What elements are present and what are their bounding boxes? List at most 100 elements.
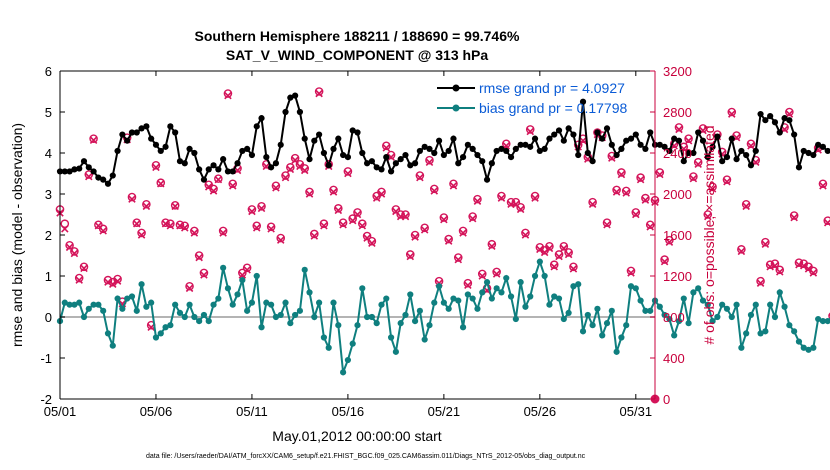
obs-assimilated-point	[267, 225, 275, 233]
obs-assimilated-point	[195, 253, 203, 262]
obs-assimilated-point	[526, 127, 535, 136]
bias-point	[133, 307, 140, 314]
bias-point	[555, 295, 563, 302]
obs-assimilated-point	[627, 269, 635, 277]
obs-possible-point	[468, 212, 477, 221]
obs-assimilated-point	[353, 210, 362, 219]
obs-possible-point	[645, 220, 655, 230]
rmse-point	[220, 156, 227, 163]
obs-assimilated-point	[737, 247, 746, 256]
bias-point	[647, 307, 654, 314]
bias-point	[71, 301, 78, 308]
rmse-point	[570, 131, 577, 138]
rmse-point	[469, 145, 476, 152]
obs-possible-point	[223, 89, 233, 98]
bias-point	[786, 322, 793, 329]
bias-point	[618, 334, 625, 341]
bias-point	[167, 322, 174, 329]
x-tick-label: 05/21	[428, 404, 461, 419]
obs-possible-point	[180, 221, 190, 231]
rmse-point	[263, 154, 270, 161]
obs-possible-point	[458, 226, 468, 236]
obs-possible-point	[770, 259, 780, 269]
rmse-point	[599, 135, 606, 142]
obs-possible-point	[530, 191, 540, 201]
obs-possible-point	[444, 234, 453, 244]
rmse-point	[114, 147, 121, 155]
obs-assimilated-point	[603, 220, 611, 229]
legend: rmse grand pr = 4.0927 bias grand pr = 0…	[437, 80, 627, 116]
obs-possible-point	[190, 226, 199, 236]
rmse-point	[229, 168, 236, 175]
bias-point	[402, 311, 409, 319]
rmse-point	[66, 168, 73, 175]
rmse-point	[671, 135, 678, 142]
bias-point	[229, 301, 236, 308]
obs-assimilated-point	[622, 189, 630, 197]
obs-possible-point	[257, 201, 266, 211]
obs-assimilated-point	[161, 219, 170, 228]
obs-possible-point	[425, 155, 434, 165]
rmse-point	[680, 158, 687, 165]
obs-possible-point	[329, 185, 338, 195]
rmse-point	[349, 127, 356, 134]
rmse-point	[301, 135, 308, 142]
bias-point	[349, 340, 356, 347]
bias-point	[176, 309, 184, 316]
rmse-point	[85, 164, 92, 171]
bias-point	[680, 295, 687, 302]
rmse-point	[359, 149, 366, 157]
obs-possible-point	[290, 153, 300, 163]
obs-possible-point	[113, 274, 122, 284]
rmse-point	[157, 147, 164, 155]
obs-assimilated-point	[166, 222, 175, 230]
bias-point	[594, 305, 601, 312]
bias-point	[66, 301, 73, 308]
obs-assimilated-point	[272, 184, 280, 192]
rmse-point	[594, 129, 601, 136]
obs-assimilated-point	[588, 200, 597, 209]
obs-assimilated-point	[641, 196, 650, 204]
rmse-point	[244, 145, 251, 152]
obs-possible-point	[655, 168, 665, 177]
rmse-point	[387, 168, 395, 175]
rmse-point	[709, 143, 716, 150]
obs-assimilated-point	[478, 272, 487, 280]
rmse-point	[795, 164, 803, 171]
obs-assimilated-point	[61, 225, 69, 233]
obs-possible-point	[242, 263, 252, 273]
obs-possible-point	[310, 229, 319, 239]
bias-point	[272, 313, 280, 321]
x-tick-label: 05/01	[44, 404, 77, 419]
bias-point	[373, 320, 380, 327]
obs-possible-point	[65, 240, 74, 250]
obs-assimilated-point	[65, 243, 74, 252]
rmse-point	[128, 129, 136, 136]
bias-point	[560, 315, 567, 323]
x-tick-label: 05/11	[236, 404, 268, 419]
obs-assimilated-point	[799, 261, 808, 270]
rmse-point	[656, 141, 663, 148]
rmse-point	[584, 149, 591, 157]
bias-point	[325, 344, 332, 351]
rmse-point	[368, 158, 375, 165]
obs-possible-point	[828, 312, 830, 320]
obs-possible-point	[185, 281, 194, 291]
bias-point	[483, 279, 491, 286]
obs-assimilated-point	[742, 202, 750, 211]
bias-point	[416, 307, 423, 314]
obs-possible-point	[70, 247, 79, 256]
rmse-point	[531, 135, 539, 142]
obs-possible-point	[175, 220, 185, 230]
bias-point	[613, 348, 620, 355]
obs-possible-point	[381, 141, 391, 151]
rmse-point	[306, 156, 313, 163]
rmse-point	[627, 135, 635, 142]
obs-assimilated-point	[430, 187, 439, 195]
y-right-ticks: 0 400 800 1200 1600 2000 2400 2800 3200	[650, 64, 692, 407]
rmse-point	[805, 149, 812, 157]
rmse-point	[268, 164, 275, 171]
obs-possible-point	[554, 250, 564, 259]
obs-possible-point	[343, 167, 353, 176]
obs-assimilated-point	[689, 174, 698, 183]
